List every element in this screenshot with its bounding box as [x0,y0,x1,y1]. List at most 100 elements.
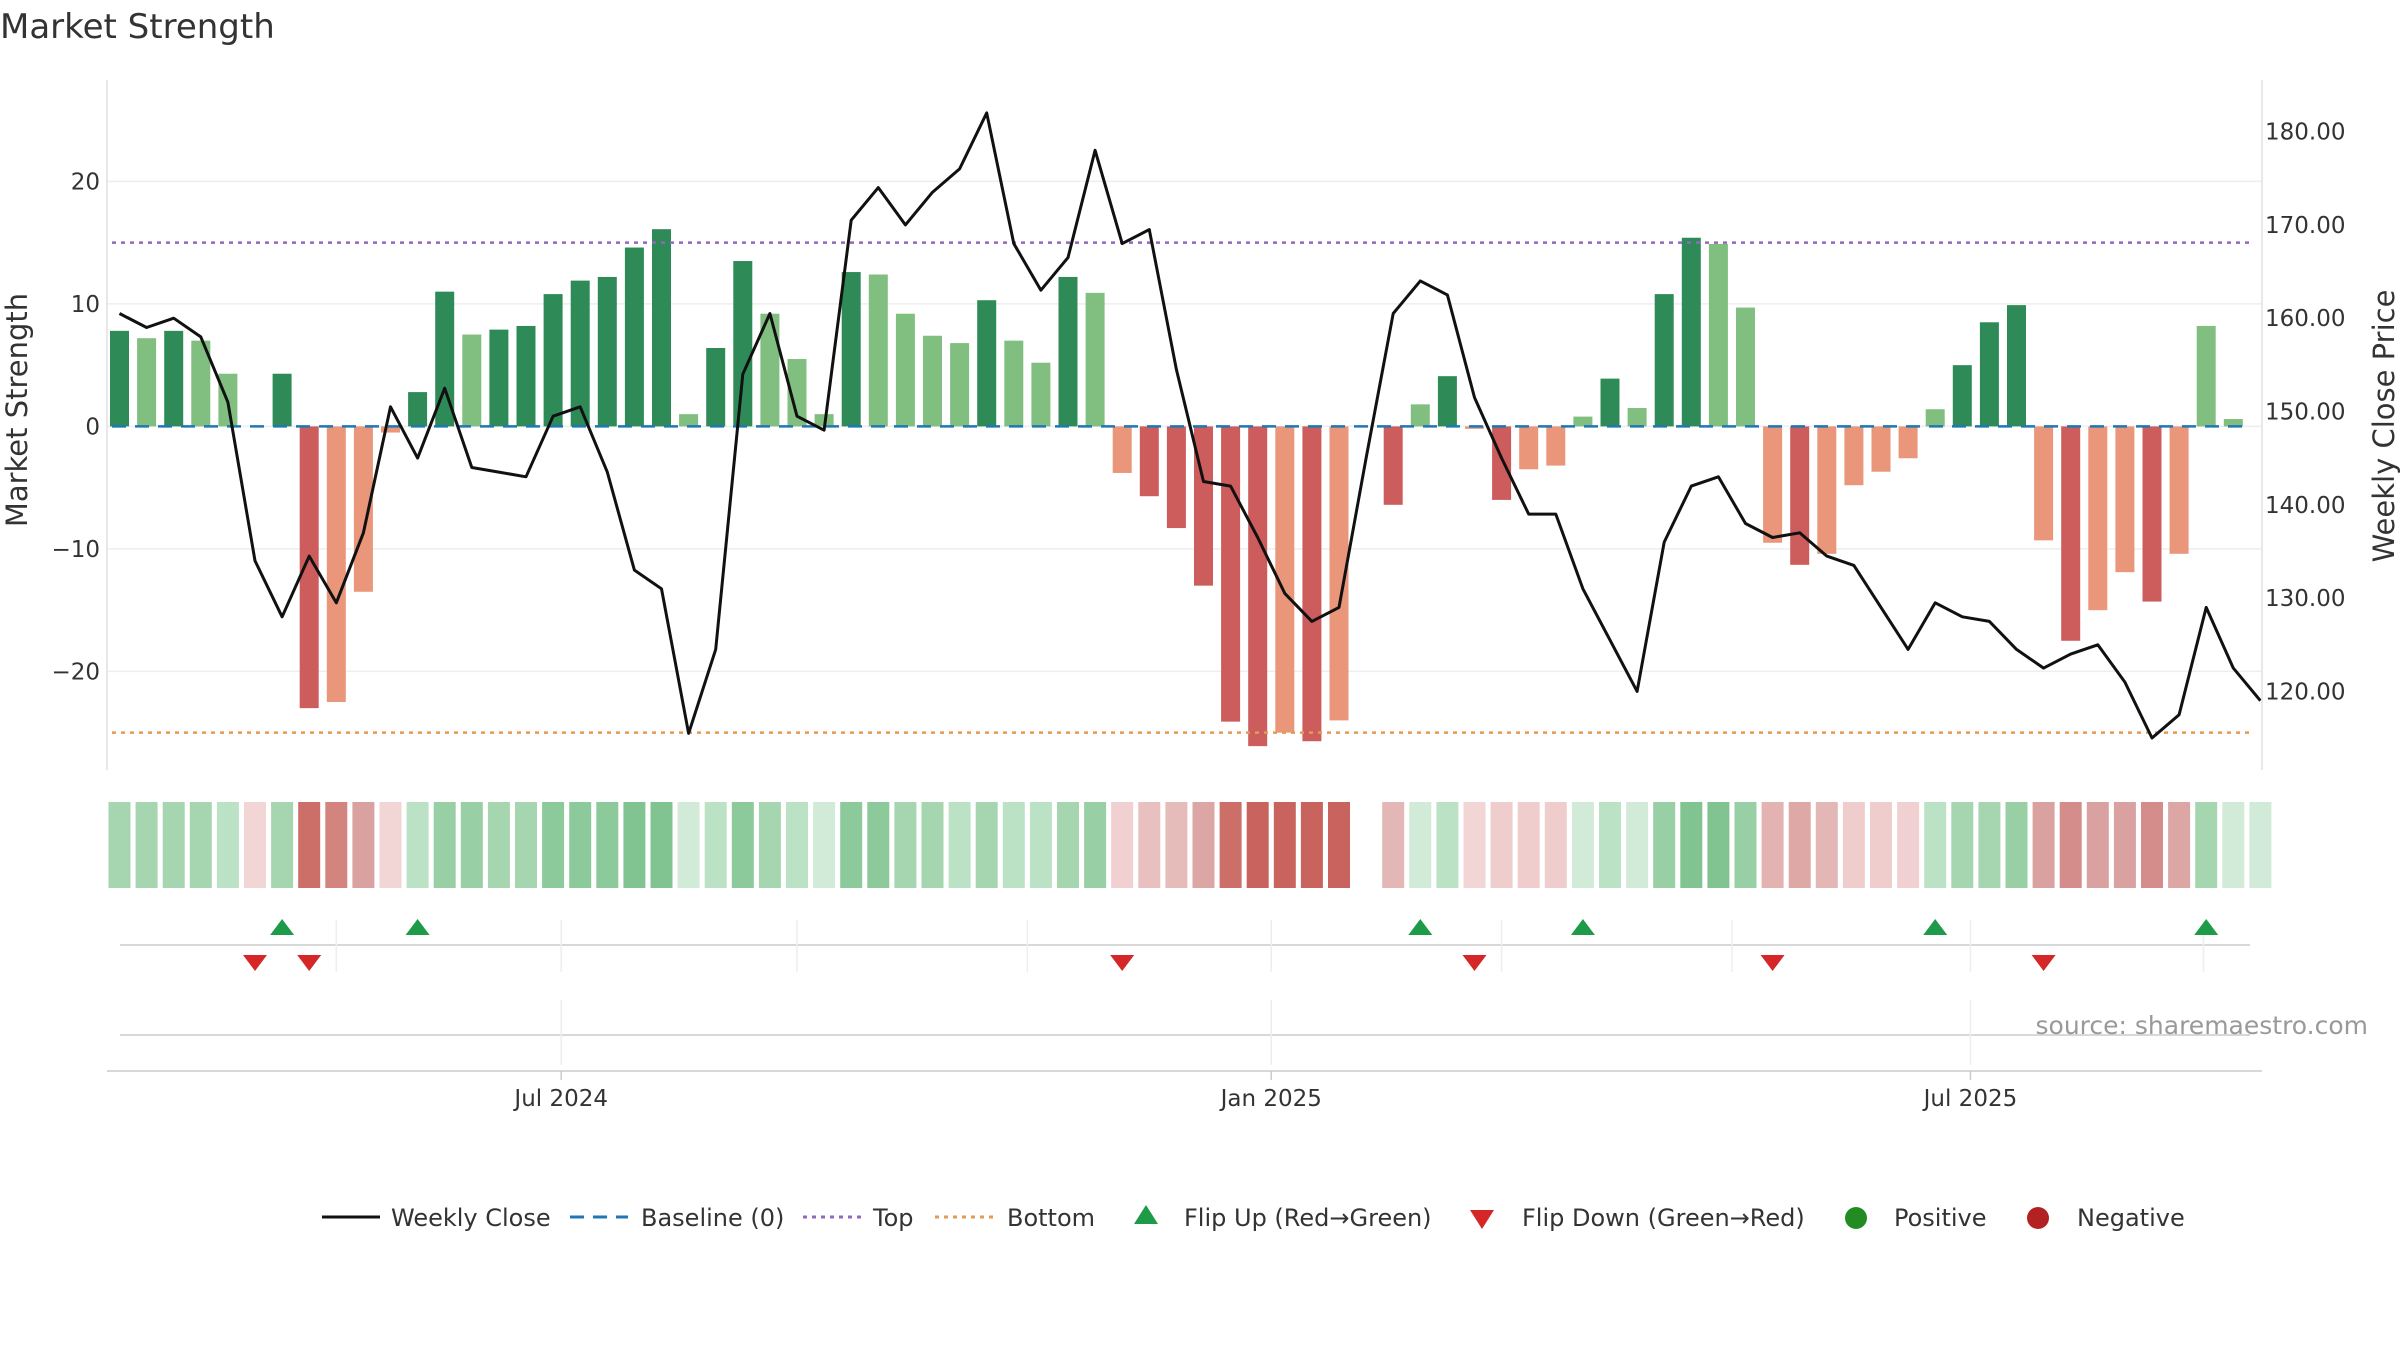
band-cell [108,802,131,888]
negative-bar [1898,426,1918,459]
negative-bar [1790,426,1810,565]
negative-bar [1139,426,1159,497]
positive-bar [733,261,753,427]
negative-bar [353,426,373,592]
positive-bar [2007,305,2026,427]
band-cell [460,802,483,888]
legend-top: Top [872,1204,914,1232]
band-cell [569,802,592,888]
left-tick-label: −20 [51,659,100,685]
positive-bar [1031,362,1051,427]
right-tick-label: 170.00 [2265,213,2345,239]
positive-bar [272,373,292,427]
left-tick-label: −10 [51,537,100,563]
band-cell [2141,802,2163,888]
negative-bar [1275,426,1295,733]
band-cell [623,802,646,888]
chart-title: Market Strength [0,7,275,47]
flip-down-marker [1760,955,1785,971]
negative-bar [1166,426,1186,529]
flip-up-marker [1923,919,1948,935]
positive-bar [1004,340,1024,427]
positive-bar [2223,419,2243,427]
band-cell [1138,802,1161,888]
negative-bar [2061,426,2081,641]
flip-up-marker [405,919,430,935]
band-cell [2113,802,2136,888]
band-cell [677,802,700,888]
negative-bar [1817,426,1837,554]
positive-bar [760,313,780,427]
band-cell [1517,802,1540,888]
x-tick-label: Jan 2025 [1219,1086,1322,1112]
flip-down-marker [243,955,267,971]
positive-bar [1708,243,1728,427]
strength-band [108,802,2272,888]
positive-bar [652,229,671,427]
positive-bar [950,343,970,427]
positive-bar [679,414,699,427]
band-cell [515,802,537,888]
flip-down-marker [1110,955,1135,971]
band-cell [1544,802,1567,888]
band-cell [813,802,836,888]
negative-bar [1248,426,1268,747]
negative-bar [2034,426,2054,541]
legend-negative-icon [2027,1207,2049,1229]
positive-bar [706,348,726,427]
left-tick-label: 10 [71,292,100,318]
legend-flip-up: Flip Up (Red→Green) [1184,1204,1432,1232]
band-cell [271,802,294,888]
band-cell [1192,802,1215,888]
band-cell [1084,802,1107,888]
band-cell [894,802,917,888]
x-axis-ticks: Jul 2024 Jan 2025 Jul 2025 [512,1071,2017,1112]
band-cell [1626,802,1649,888]
band-cell [542,802,565,888]
band-cell [758,802,781,888]
band-cell [352,802,375,888]
x-tick-label: Jul 2024 [512,1086,608,1112]
band-cell [1409,802,1432,888]
band-cell [2222,802,2245,888]
flip-down-marker [297,955,322,971]
negative-bar [299,426,319,709]
legend-flip-down-icon [1470,1210,1494,1229]
positive-bar [787,359,807,427]
flip-up-marker [1570,919,1595,935]
positive-bar [408,392,428,427]
right-tick-label: 150.00 [2265,400,2345,426]
band-cell [921,802,944,888]
band-cell [1599,802,1621,888]
positive-bar [570,280,590,427]
lower-panel [107,1034,2262,1072]
source-credit: source: sharemaestro.com [2036,1011,2369,1040]
negative-bar [1329,426,1349,721]
positive-bar [977,300,997,427]
positive-bar [923,335,942,427]
band-cell [1734,802,1757,888]
positive-bar [1654,294,1674,427]
band-cell [650,802,673,888]
negative-bar [2169,426,2189,554]
positive-bar [1058,276,1078,427]
weekly-close-line [118,111,2262,740]
band-cell [786,802,808,888]
legend-positive-icon [1845,1207,1867,1229]
strength-bars [110,229,2243,747]
band-cell [244,802,266,888]
positive-bar [543,294,563,427]
band-cell [1436,802,1459,888]
flip-markers [243,919,2219,971]
band-cell [1761,802,1784,888]
flip-up-marker [2194,919,2219,935]
band-cell [1653,802,1676,888]
negative-bar [1546,426,1566,466]
band-cell [162,802,185,888]
band-cell [1707,802,1730,888]
positive-bar [516,325,536,427]
positive-bar [1627,408,1647,427]
left-tick-label: 0 [85,414,100,440]
legend-weekly-close: Weekly Close [391,1204,551,1232]
negative-bar [2142,426,2162,602]
